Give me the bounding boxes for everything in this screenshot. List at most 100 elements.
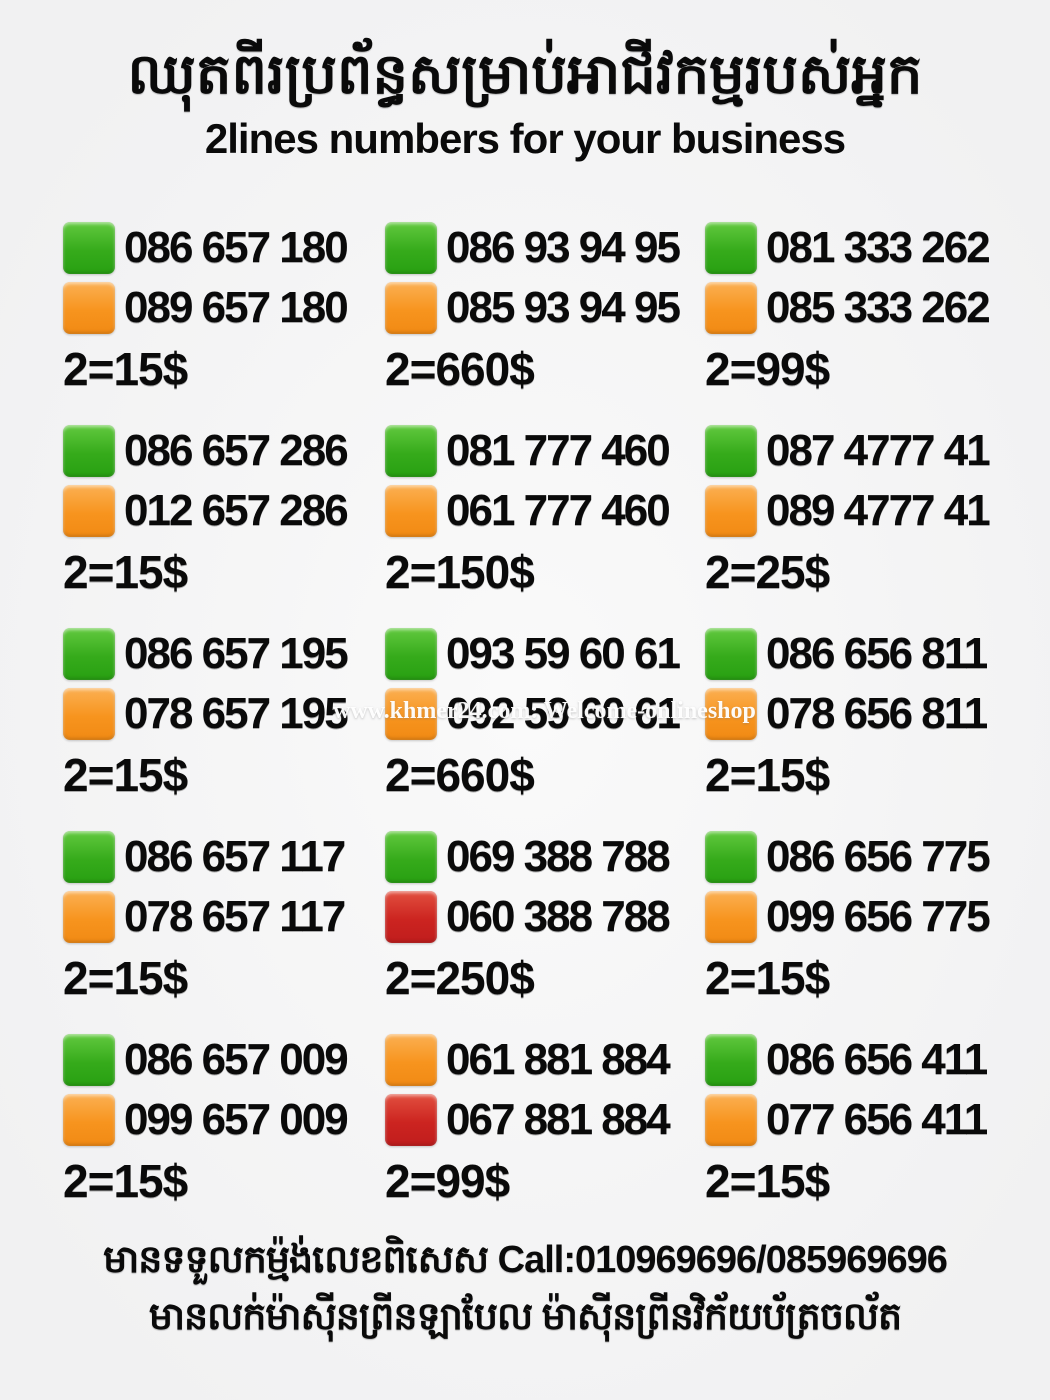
number-listing: 086 657 180 089 657 180 2=15$ <box>63 222 385 425</box>
price-label: 2=15$ <box>63 343 188 395</box>
phone-number-2: 078 656 811 <box>766 689 988 738</box>
sim-color-square-2 <box>385 688 437 740</box>
phone-number-1: 086 656 775 <box>766 832 991 881</box>
listing-line-1: 061 881 884 <box>385 1034 705 1086</box>
price-label: 2=660$ <box>385 749 535 801</box>
phone-number-1: 061 881 884 <box>446 1035 671 1084</box>
sim-color-square-2 <box>63 1094 115 1146</box>
phone-number-1: 093 59 60 61 <box>446 629 681 678</box>
sim-color-square-1 <box>705 1034 757 1086</box>
page-title-khmer: ឈុតពីរប្រព័ន្ធសម្រាប់អាជីវកម្មរបស់អ្នក <box>127 42 923 105</box>
phone-number-2: 067 881 884 <box>446 1095 671 1144</box>
listing-line-2: 099 657 009 <box>63 1094 385 1146</box>
listing-line-1: 086 657 009 <box>63 1034 385 1086</box>
phone-number-2: 078 657 195 <box>124 689 349 738</box>
listing-line-1: 081 777 460 <box>385 425 705 477</box>
listing-line-1: 086 657 286 <box>63 425 385 477</box>
price-label: 2=15$ <box>63 546 188 598</box>
listing-line-1: 086 657 117 <box>63 831 385 883</box>
number-listing: 081 333 262 085 333 262 2=99$ <box>705 222 1050 425</box>
listing-line-2: 099 656 775 <box>705 891 1050 943</box>
sim-color-square-1 <box>385 222 437 274</box>
sim-color-square-1 <box>705 425 757 477</box>
sim-color-square-2 <box>705 1094 757 1146</box>
number-listing: 093 59 60 61 092 59 60 61 2=660$ <box>385 628 705 831</box>
listing-line-2: 078 657 117 <box>63 891 385 943</box>
sim-color-square-1 <box>63 831 115 883</box>
page-title-english: 2lines numbers for your business <box>204 115 846 162</box>
listing-line-2: 012 657 286 <box>63 485 385 537</box>
number-listing: 069 388 788 060 388 788 2=250$ <box>385 831 705 1034</box>
phone-number-1: 086 657 195 <box>124 629 349 678</box>
phone-number-1: 086 657 009 <box>124 1035 349 1084</box>
listing-grid: 086 657 180 089 657 180 2=15$ 086 93 94 … <box>63 222 1050 1237</box>
phone-number-2: 060 388 788 <box>446 892 671 941</box>
listing-line-1: 069 388 788 <box>385 831 705 883</box>
sim-color-square-2 <box>705 891 757 943</box>
price-label: 2=25$ <box>705 546 830 598</box>
sim-color-square-2 <box>385 485 437 537</box>
number-listing: 081 777 460 061 777 460 2=150$ <box>385 425 705 628</box>
footer: មានទទួលកម្ម៉ង់លេខពិសេស Call:010969696/08… <box>0 1232 1050 1346</box>
number-listing: 061 881 884 067 881 884 2=99$ <box>385 1034 705 1237</box>
sim-color-square-2 <box>385 1094 437 1146</box>
phone-number-1: 086 93 94 95 <box>446 223 681 272</box>
sim-color-square-1 <box>385 1034 437 1086</box>
phone-number-2: 099 657 009 <box>124 1095 349 1144</box>
sim-color-square-2 <box>705 282 757 334</box>
listing-line-2: 085 333 262 <box>705 282 1050 334</box>
phone-number-2: 078 657 117 <box>124 892 346 941</box>
price-label: 2=15$ <box>705 1155 830 1207</box>
footer-khmer-text: មានទទួលកម្ម៉ង់លេខពិសេស <box>103 1239 498 1281</box>
price-label: 2=99$ <box>705 343 830 395</box>
listing-line-2: 092 59 60 61 <box>385 688 705 740</box>
price-label: 2=15$ <box>63 749 188 801</box>
sim-color-square-2 <box>63 891 115 943</box>
phone-number-2: 012 657 286 <box>124 486 349 535</box>
sim-color-square-1 <box>63 222 115 274</box>
listing-line-1: 093 59 60 61 <box>385 628 705 680</box>
listing-line-1: 087 4777 41 <box>705 425 1050 477</box>
price-label: 2=15$ <box>705 952 830 1004</box>
phone-number-1: 086 657 117 <box>124 832 346 881</box>
sim-color-square-2 <box>705 485 757 537</box>
number-listing: 086 656 775 099 656 775 2=15$ <box>705 831 1050 1034</box>
listing-line-1: 086 657 195 <box>63 628 385 680</box>
price-label: 2=15$ <box>63 952 188 1004</box>
sim-color-square-1 <box>705 628 757 680</box>
sim-color-square-1 <box>63 425 115 477</box>
sim-color-square-2 <box>63 688 115 740</box>
listing-line-2: 078 657 195 <box>63 688 385 740</box>
sim-color-square-1 <box>385 425 437 477</box>
number-listing: 086 657 009 099 657 009 2=15$ <box>63 1034 385 1237</box>
listing-line-2: 085 93 94 95 <box>385 282 705 334</box>
phone-number-1: 069 388 788 <box>446 832 671 881</box>
phone-number-1: 086 657 286 <box>124 426 349 475</box>
footer-line-1: មានទទួលកម្ម៉ង់លេខពិសេស Call:010969696/08… <box>0 1232 1050 1288</box>
header: ឈុតពីរប្រព័ន្ធសម្រាប់អាជីវកម្មរបស់អ្នក 2… <box>0 0 1050 164</box>
listing-line-1: 086 656 775 <box>705 831 1050 883</box>
phone-number-1: 086 656 411 <box>766 1035 988 1084</box>
price-label: 2=99$ <box>385 1155 510 1207</box>
sim-color-square-2 <box>63 485 115 537</box>
number-listing: 086 656 411 077 656 411 2=15$ <box>705 1034 1050 1237</box>
sim-color-square-1 <box>385 831 437 883</box>
phone-number-2: 089 657 180 <box>124 283 349 332</box>
phone-number-2: 077 656 411 <box>766 1095 988 1144</box>
sim-color-square-2 <box>63 282 115 334</box>
phone-number-2: 085 333 262 <box>766 283 991 332</box>
listing-line-1: 086 656 811 <box>705 628 1050 680</box>
sim-color-square-2 <box>705 688 757 740</box>
number-listing: 086 657 117 078 657 117 2=15$ <box>63 831 385 1034</box>
phone-number-1: 086 657 180 <box>124 223 349 272</box>
sim-color-square-2 <box>385 891 437 943</box>
sim-color-square-1 <box>63 1034 115 1086</box>
phone-number-2: 061 777 460 <box>446 486 671 535</box>
sim-color-square-1 <box>705 222 757 274</box>
phone-number-2: 089 4777 41 <box>766 486 991 535</box>
listing-line-1: 086 657 180 <box>63 222 385 274</box>
sim-color-square-2 <box>385 282 437 334</box>
listing-line-1: 086 93 94 95 <box>385 222 705 274</box>
phone-number-1: 087 4777 41 <box>766 426 991 475</box>
